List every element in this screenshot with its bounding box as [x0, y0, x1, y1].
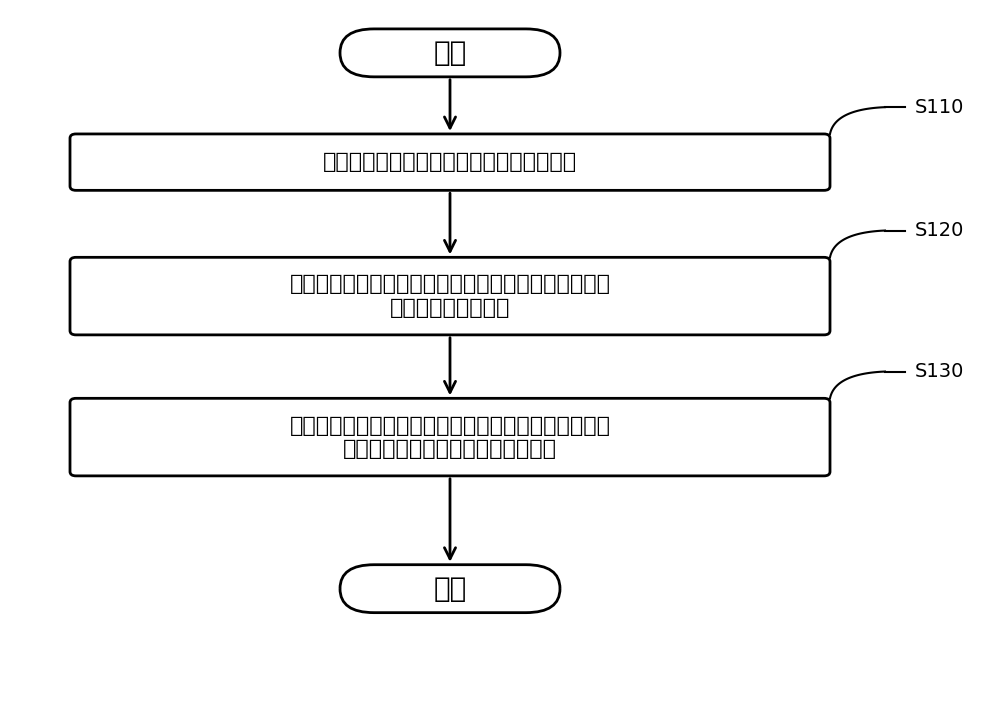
Text: S110: S110 — [915, 98, 964, 116]
Text: 结束: 结束 — [433, 575, 467, 603]
Text: 开始: 开始 — [433, 39, 467, 67]
Text: 按照预设的数学模型，根据所述绿色比例值总和得到与
所述绿色比例值总和对应的氮素含量: 按照预设的数学模型，根据所述绿色比例值总和得到与 所述绿色比例值总和对应的氮素含… — [290, 415, 610, 459]
Text: 提取待分析图像中每一像素的三原色比例值: 提取待分析图像中每一像素的三原色比例值 — [323, 152, 577, 172]
FancyBboxPatch shape — [340, 29, 560, 77]
Text: S120: S120 — [915, 221, 964, 240]
Text: 将多个所述像素的三原色比例值中的绿色比例值相加，
得到绿色比例值总和: 将多个所述像素的三原色比例值中的绿色比例值相加， 得到绿色比例值总和 — [290, 274, 610, 318]
FancyBboxPatch shape — [70, 398, 830, 476]
Text: S130: S130 — [915, 362, 964, 381]
FancyBboxPatch shape — [70, 134, 830, 190]
FancyBboxPatch shape — [70, 257, 830, 335]
FancyBboxPatch shape — [340, 565, 560, 613]
